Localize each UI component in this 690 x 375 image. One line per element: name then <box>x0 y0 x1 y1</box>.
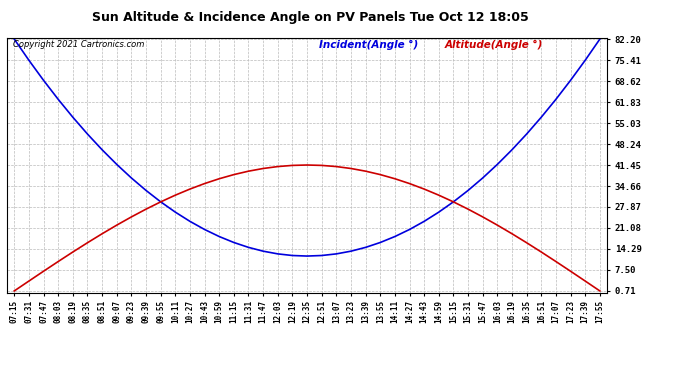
Text: Sun Altitude & Incidence Angle on PV Panels Tue Oct 12 18:05: Sun Altitude & Incidence Angle on PV Pan… <box>92 11 529 24</box>
Text: Copyright 2021 Cartronics.com: Copyright 2021 Cartronics.com <box>13 40 144 49</box>
Text: Altitude(Angle °): Altitude(Angle °) <box>445 40 544 50</box>
Text: Incident(Angle °): Incident(Angle °) <box>319 40 418 50</box>
